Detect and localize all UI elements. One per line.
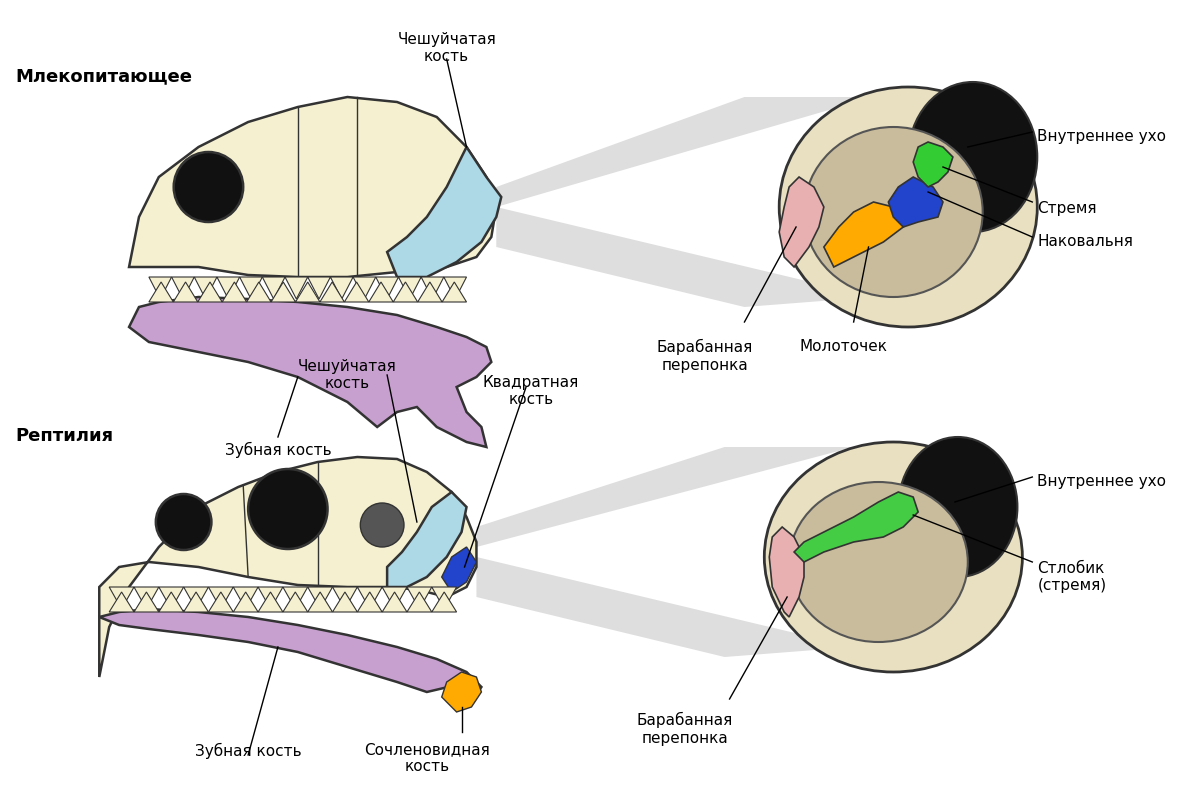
Polygon shape <box>100 609 481 709</box>
Text: Чешуйчатая
кость: Чешуйчатая кость <box>397 32 496 65</box>
Polygon shape <box>344 282 368 302</box>
Text: Барабанная
перепонка: Барабанная перепонка <box>656 339 752 372</box>
Circle shape <box>248 469 328 549</box>
Circle shape <box>156 494 211 550</box>
Text: Внутреннее ухо: Внутреннее ухо <box>1037 129 1166 144</box>
Polygon shape <box>209 592 233 612</box>
Polygon shape <box>394 282 418 302</box>
Polygon shape <box>442 282 467 302</box>
Text: Млекопитающее: Млекопитающее <box>14 67 192 85</box>
Text: Молоточек: Молоточек <box>799 339 888 354</box>
Polygon shape <box>134 592 158 612</box>
Polygon shape <box>913 142 953 187</box>
Polygon shape <box>109 592 134 612</box>
Polygon shape <box>158 587 184 609</box>
Circle shape <box>360 503 404 547</box>
Polygon shape <box>263 277 286 299</box>
Polygon shape <box>217 277 240 299</box>
Polygon shape <box>353 277 376 299</box>
Polygon shape <box>247 282 271 302</box>
Text: Наковальня: Наковальня <box>1037 234 1133 249</box>
Text: Сочленовидная
кость: Сочленовидная кость <box>364 742 490 775</box>
Text: Барабанная
перепонка: Барабанная перепонка <box>637 712 733 745</box>
Polygon shape <box>149 277 172 299</box>
Polygon shape <box>432 587 456 609</box>
Polygon shape <box>172 277 194 299</box>
Polygon shape <box>476 557 853 657</box>
Polygon shape <box>173 282 198 302</box>
Polygon shape <box>388 147 502 277</box>
Text: Стлобик
(стремя): Стлобик (стремя) <box>1037 561 1106 593</box>
Polygon shape <box>794 492 918 562</box>
Polygon shape <box>432 592 456 612</box>
Polygon shape <box>888 177 943 227</box>
Circle shape <box>174 152 244 222</box>
Ellipse shape <box>764 442 1022 672</box>
Polygon shape <box>158 592 184 612</box>
Polygon shape <box>149 282 173 302</box>
Polygon shape <box>332 592 358 612</box>
Polygon shape <box>184 587 209 609</box>
Polygon shape <box>130 97 497 277</box>
Ellipse shape <box>779 87 1037 327</box>
Polygon shape <box>307 277 330 299</box>
Polygon shape <box>194 277 217 299</box>
Polygon shape <box>407 592 432 612</box>
Ellipse shape <box>790 482 967 642</box>
Polygon shape <box>769 527 804 617</box>
Polygon shape <box>283 592 307 612</box>
Polygon shape <box>320 282 344 302</box>
Text: Стремя: Стремя <box>1037 202 1097 217</box>
Text: Квадратная
кость: Квадратная кость <box>482 375 580 407</box>
Polygon shape <box>444 277 467 299</box>
Polygon shape <box>476 447 853 547</box>
Polygon shape <box>222 282 247 302</box>
Polygon shape <box>368 282 394 302</box>
Polygon shape <box>283 587 307 609</box>
Polygon shape <box>271 282 295 302</box>
Polygon shape <box>388 492 467 587</box>
Polygon shape <box>382 592 407 612</box>
Polygon shape <box>442 547 476 592</box>
Polygon shape <box>209 587 233 609</box>
Polygon shape <box>376 277 398 299</box>
Text: Зубная кость: Зубная кость <box>194 743 301 759</box>
Polygon shape <box>407 587 432 609</box>
Polygon shape <box>442 672 481 712</box>
Polygon shape <box>295 282 320 302</box>
Polygon shape <box>134 587 158 609</box>
Polygon shape <box>109 587 134 609</box>
Polygon shape <box>779 177 824 267</box>
Polygon shape <box>330 277 353 299</box>
Polygon shape <box>286 277 307 299</box>
Polygon shape <box>497 97 874 207</box>
Polygon shape <box>100 457 476 677</box>
Polygon shape <box>358 592 382 612</box>
Polygon shape <box>198 282 222 302</box>
Text: Чешуйчатая
кость: Чешуйчатая кость <box>298 359 397 391</box>
Text: Зубная кость: Зубная кость <box>224 442 331 458</box>
Polygon shape <box>497 207 874 307</box>
Polygon shape <box>382 587 407 609</box>
Polygon shape <box>358 587 382 609</box>
Polygon shape <box>233 587 258 609</box>
Ellipse shape <box>899 437 1018 577</box>
Ellipse shape <box>908 82 1037 232</box>
Polygon shape <box>240 277 263 299</box>
Text: Рептилия: Рептилия <box>14 427 113 445</box>
Polygon shape <box>418 282 442 302</box>
Polygon shape <box>233 592 258 612</box>
Polygon shape <box>307 592 332 612</box>
Polygon shape <box>130 297 491 447</box>
Polygon shape <box>332 587 358 609</box>
Polygon shape <box>258 587 283 609</box>
Text: Внутреннее ухо: Внутреннее ухо <box>1037 474 1166 489</box>
Polygon shape <box>824 202 904 267</box>
Polygon shape <box>307 587 332 609</box>
Polygon shape <box>184 592 209 612</box>
Polygon shape <box>421 277 444 299</box>
Polygon shape <box>258 592 283 612</box>
Ellipse shape <box>804 127 983 297</box>
Polygon shape <box>398 277 421 299</box>
